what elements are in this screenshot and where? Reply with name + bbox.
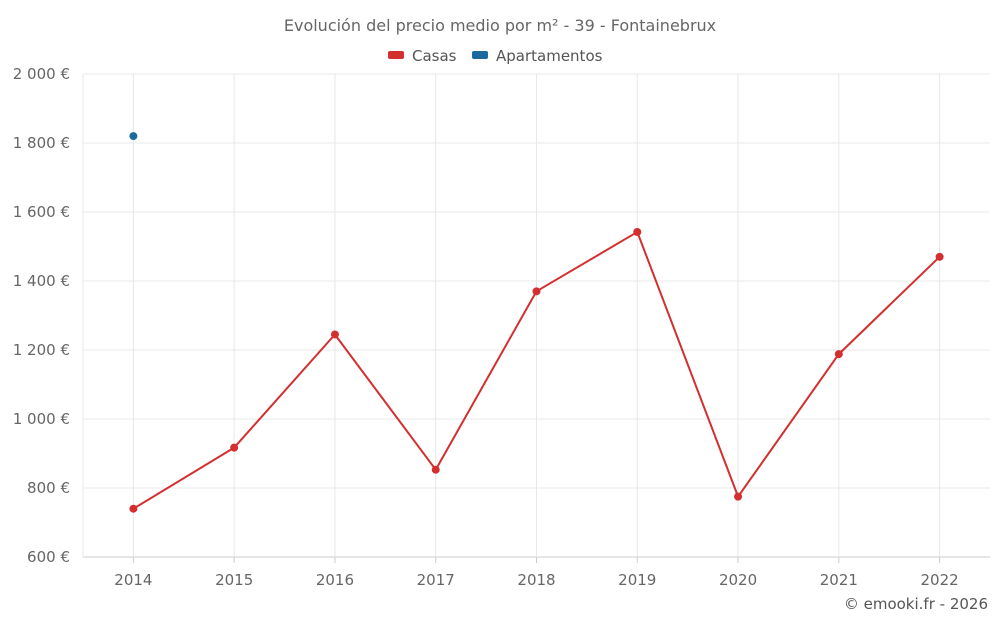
- x-tick-label: 2016: [316, 571, 354, 589]
- series-layer: [129, 132, 944, 513]
- data-point-casas-2017[interactable]: [431, 465, 440, 474]
- legend-label-apartamentos[interactable]: Apartamentos: [496, 47, 603, 65]
- y-tick-label: 1 000 €: [13, 410, 70, 428]
- legend: Casas Apartamentos: [388, 47, 603, 65]
- credit-text: © emooki.fr - 2026: [844, 595, 988, 613]
- x-tick-label: 2015: [215, 571, 253, 589]
- chart-title: Evolución del precio medio por m² - 39 -…: [284, 16, 716, 35]
- y-tick-label: 1 600 €: [13, 203, 70, 221]
- y-tick-label: 2 000 €: [13, 65, 70, 83]
- x-tick-label: 2017: [417, 571, 455, 589]
- x-tick-label: 2022: [921, 571, 959, 589]
- y-tick-label: 600 €: [27, 548, 70, 566]
- y-tick-label: 1 800 €: [13, 134, 70, 152]
- series-apartamentos: [129, 132, 138, 141]
- y-axis: 600 € 800 € 1 000 € 1 200 € 1 400 € 1 600 € 1 …: [13, 65, 70, 566]
- legend-swatch-casas: [388, 51, 404, 59]
- x-tick-label: 2018: [517, 571, 555, 589]
- data-point-casas-2021[interactable]: [834, 350, 843, 359]
- data-point-casas-2018[interactable]: [532, 287, 541, 296]
- legend-swatch-apartamentos: [472, 51, 488, 59]
- data-point-apartamentos-2014[interactable]: [129, 132, 138, 141]
- x-tick-label: 2014: [114, 571, 152, 589]
- x-axis: 2014 2015 2016 2017 2018 2019 2020 2021 2022: [114, 557, 959, 589]
- x-tick-label: 2020: [719, 571, 757, 589]
- series-casas: [129, 228, 944, 513]
- data-point-casas-2014[interactable]: [129, 504, 138, 513]
- data-point-casas-2015[interactable]: [230, 443, 239, 452]
- y-tick-label: 1 400 €: [13, 272, 70, 290]
- grid: [82, 73, 990, 558]
- y-tick-label: 800 €: [27, 479, 70, 497]
- data-point-casas-2019[interactable]: [633, 228, 642, 237]
- y-tick-label: 1 200 €: [13, 341, 70, 359]
- data-point-casas-2016[interactable]: [330, 330, 339, 339]
- data-point-casas-2022[interactable]: [935, 252, 944, 261]
- data-point-casas-2020[interactable]: [734, 492, 743, 501]
- legend-label-casas[interactable]: Casas: [412, 47, 457, 65]
- x-tick-label: 2019: [618, 571, 656, 589]
- x-tick-label: 2021: [820, 571, 858, 589]
